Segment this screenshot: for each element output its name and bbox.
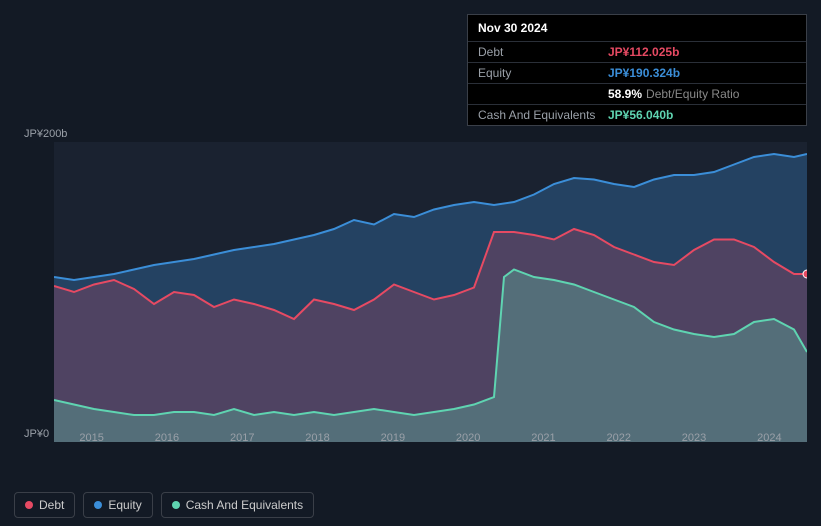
x-axis-label: 2020: [456, 432, 480, 444]
y-axis-label-top: JP¥200b: [24, 128, 67, 140]
x-axis-label: 2023: [682, 432, 706, 444]
x-axis-label: 2018: [305, 432, 329, 444]
y-axis-label-bottom: JP¥0: [24, 428, 49, 440]
legend-dot-icon: [25, 501, 33, 509]
legend-item[interactable]: Cash And Equivalents: [161, 492, 314, 518]
x-axis-label: 2022: [607, 432, 631, 444]
legend-label: Equity: [108, 498, 141, 512]
data-point-marker: [803, 270, 807, 278]
x-axis-label: 2024: [757, 432, 781, 444]
legend-dot-icon: [94, 501, 102, 509]
x-axis-label: 2021: [531, 432, 555, 444]
tooltip-row: 58.9% Debt/Equity Ratio: [468, 83, 806, 104]
tooltip-row-label: [478, 87, 608, 101]
x-axis-label: 2015: [79, 432, 103, 444]
x-axis-labels: 2015 2016 2017 2018 2019 2020 2021 2022 2023 2024: [54, 432, 807, 448]
legend-label: Cash And Equivalents: [186, 498, 303, 512]
tooltip-rows: DebtJP¥112.025bEquityJP¥190.324b58.9%Deb…: [468, 41, 806, 125]
tooltip-date: Nov 30 2024: [468, 15, 806, 41]
legend-dot-icon: [172, 501, 180, 509]
tooltip-row-suffix: Debt/Equity Ratio: [646, 87, 739, 101]
tooltip-row-value: JP¥112.025b: [608, 45, 679, 59]
legend-item[interactable]: Debt: [14, 492, 75, 518]
tooltip-row-label: Debt: [478, 45, 608, 59]
chart-tooltip: Nov 30 2024 DebtJP¥112.025bEquityJP¥190.…: [467, 14, 807, 126]
tooltip-row: EquityJP¥190.324b: [468, 62, 806, 83]
chart-legend: Debt Equity Cash And Equivalents: [14, 492, 314, 518]
x-axis-label: 2017: [230, 432, 254, 444]
legend-item[interactable]: Equity: [83, 492, 152, 518]
chart-container: JP¥200b JP¥0 2015 2016 2017 2018 2019 2020 202…: [14, 120, 807, 470]
tooltip-row-value: JP¥190.324b: [608, 66, 680, 80]
tooltip-row-value: 58.9%: [608, 87, 642, 101]
x-axis-label: 2019: [381, 432, 405, 444]
legend-label: Debt: [39, 498, 64, 512]
chart-svg: [54, 142, 807, 442]
tooltip-row: DebtJP¥112.025b: [468, 41, 806, 62]
tooltip-row-label: Equity: [478, 66, 608, 80]
x-axis-label: 2016: [155, 432, 179, 444]
